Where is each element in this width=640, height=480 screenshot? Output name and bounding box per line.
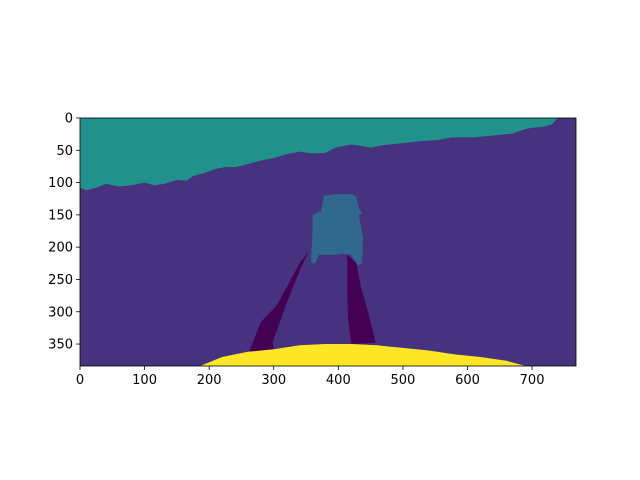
- x-tick-label: 0: [76, 373, 84, 388]
- x-tick-label: 200: [197, 373, 222, 388]
- x-tick-label: 300: [261, 373, 286, 388]
- y-tick-label: 350: [48, 338, 73, 353]
- region-class-4-1: [311, 194, 363, 266]
- x-tick-label: 100: [132, 373, 157, 388]
- y-tick-label: 0: [65, 112, 73, 127]
- y-tick-label: 50: [56, 144, 73, 159]
- region-class-1-3: [347, 254, 376, 344]
- heatmap-image: [80, 118, 576, 366]
- region-class-5-4: [200, 344, 526, 366]
- y-tick-label: 150: [48, 208, 73, 223]
- y-tick-label: 200: [48, 241, 73, 256]
- plot-area: [79, 117, 577, 367]
- y-axis: 0 50 100 150 200 250 300 350: [48, 112, 80, 353]
- x-axis: 0 100 200 300 400 500 600 700: [76, 366, 545, 388]
- y-tick-label: 250: [48, 273, 73, 288]
- x-tick-label: 600: [455, 373, 480, 388]
- y-tick-label: 100: [48, 176, 73, 191]
- region-class-1-2: [249, 250, 310, 352]
- axes-frame: [79, 117, 577, 367]
- x-tick-label: 700: [520, 373, 545, 388]
- x-tick-label: 400: [326, 373, 351, 388]
- x-tick-label: 500: [391, 373, 416, 388]
- region-class-3-0: [80, 118, 558, 191]
- y-tick-label: 300: [48, 305, 73, 320]
